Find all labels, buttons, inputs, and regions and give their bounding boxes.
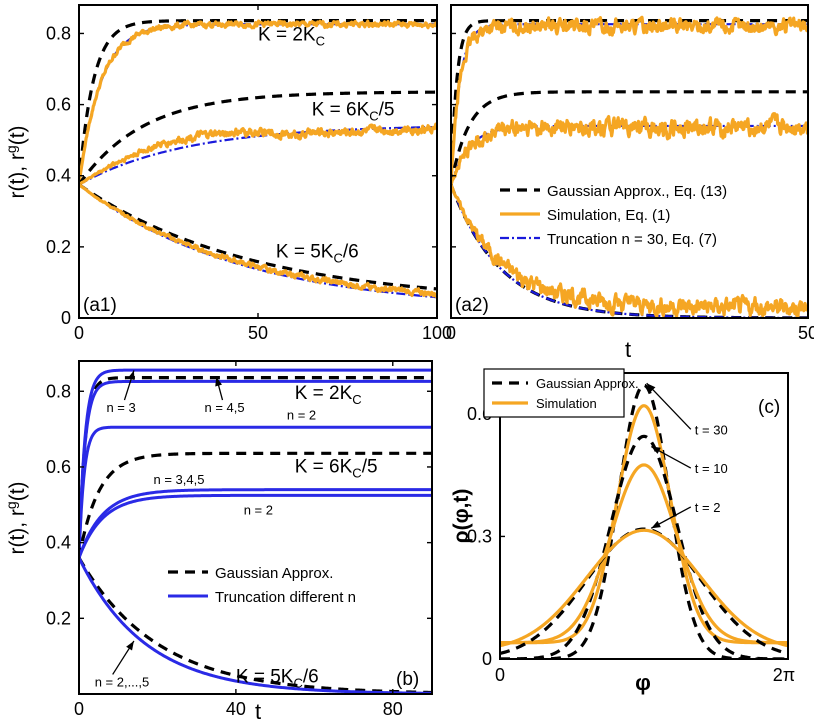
x-tick-label: 80 [383,699,403,719]
legend-c-box [483,368,625,418]
t-label-2: t = 2 [695,500,721,515]
legend-label-blue: Truncation different n [215,589,356,606]
legend-label-gauss: Gaussian Approx. [215,565,333,582]
panel-label-a1: (a1) [83,295,117,316]
y-tick-label: 0.8 [46,381,71,401]
n-label-arrow-0-head [127,370,135,381]
series-line-blue [79,379,432,558]
panel-b: 0 40 80 0.2 0.4 0.6 0.8 r(t), rg(t) t K = 2KC K = … [3,360,433,724]
legend-label-gauss: Gaussian Approx., Eq. (13) [547,183,727,200]
legend-label-gauss: Gaussian Approx. [536,376,639,391]
n-label-3: n = 3,4,5 [154,472,205,487]
y-tick-label: 0.2 [46,237,71,257]
n-label-arrow-1-head [215,376,222,387]
series-line-blue [79,488,432,559]
density-line-sim [500,404,788,645]
series-line-gauss [79,183,437,291]
series-line-blue [79,493,432,559]
panel-a2: 0 50 t Gaussian Approx., Eq. (13) Simulation… [446,4,814,362]
series-line-trunc [451,23,808,185]
series-line-sim [79,19,437,185]
series-line-gauss [451,90,808,185]
panel-a1: 0 50 100 0 0.2 0.4 0.6 0.8 r(t), rg(t) K = 2KC K =… [3,4,452,343]
k-annotation-0: K = 2KC [295,383,362,407]
t-label-1: t = 10 [695,461,728,476]
axes-frame-a2 [450,4,809,319]
y-tick-label: 0.2 [46,608,71,628]
series-line-blue [79,557,432,694]
x-tick-label: 50 [248,323,268,343]
x-axis-label-b: t [255,699,261,724]
series-line-gauss [79,451,432,559]
n-label-2: n = 2 [287,408,316,423]
series-line-blue [79,425,432,558]
n-label-1: n = 4,5 [205,400,245,415]
series-line-gauss [451,19,808,185]
t-label-arrow-2-head [651,520,661,529]
x-tick-label: 2π [773,665,795,685]
density-line-gauss [500,527,788,656]
t-label-arrow-1-head [651,446,661,454]
density-line-gauss [500,434,788,659]
t-label-0: t = 30 [695,422,728,437]
n-label-arrow-5-head [126,641,134,651]
plot-area-a2 [451,15,808,318]
legend-label-sim: Simulation, Eq. (1) [547,207,670,224]
series-line-sim [451,15,808,185]
t-label-arrow-0 [646,382,692,430]
panel-label-a2: (a2) [455,295,489,316]
x-tick-label: 50 [798,323,814,343]
series-line-gauss [79,556,432,694]
y-tick-label: 0 [61,308,71,328]
density-line-gauss [500,383,788,659]
series-line-sim [451,184,808,318]
series-line-sim [79,183,437,299]
y-tick-label: 0.6 [46,95,71,115]
y-tick-label: 0 [482,649,492,669]
series-line-blue [79,368,432,558]
y-axis-label-b: r(t), rg(t) [3,481,29,554]
x-tick-label: 0 [446,323,456,343]
x-axis-label-a2: t [625,337,631,362]
y-axis-label-a1: r(t), rg(t) [3,125,29,198]
k-annotation-2: K = 5KC/6 [276,242,359,266]
legend-label-sim: Simulation [536,396,597,411]
plot-area-a1 [79,19,437,299]
density-line-sim [500,528,788,648]
y-tick-label: 0.3 [467,526,492,546]
axes-frame-c [499,372,789,660]
series-line-sim [79,122,437,186]
x-tick-label: 0 [74,699,84,719]
plot-area-c [500,383,788,659]
n-label-0: n = 3 [106,400,135,415]
y-tick-label: 0.4 [46,166,71,186]
density-line-sim [500,463,788,645]
t-label-arrow-0-head [646,383,656,393]
axes-frame-b [78,360,433,695]
series-line-trunc [79,183,437,299]
legend-label-trunc: Truncation n = 30, Eq. (7) [547,231,717,248]
x-tick-label: 100 [422,323,452,343]
k-annotation-1: K = 6KC/5 [312,99,395,123]
panel-label-b: (b) [396,669,419,690]
y-axis-label-c: ρ(φ,t) [450,489,473,544]
x-tick-label: 40 [226,699,246,719]
k-annotation-0: K = 2KC [258,25,325,49]
x-tick-label: 0 [495,665,505,685]
y-tick-label: 0.8 [46,23,71,43]
y-tick-label: 0.4 [46,533,71,553]
series-line-sim [451,112,808,186]
plot-area-b [79,368,432,694]
k-annotation-1: K = 6KC/5 [295,457,378,481]
y-tick-label: 0.6 [46,457,71,477]
series-line-gauss [79,90,437,186]
x-axis-label-c: φ [635,670,651,695]
k-annotation-2: K = 5KC/6 [236,667,319,691]
n-label-4: n = 2 [244,502,273,517]
x-tick-label: 0 [74,323,84,343]
panel-label-c: (c) [758,397,780,418]
n-label-5: n = 2,...,5 [95,674,150,689]
